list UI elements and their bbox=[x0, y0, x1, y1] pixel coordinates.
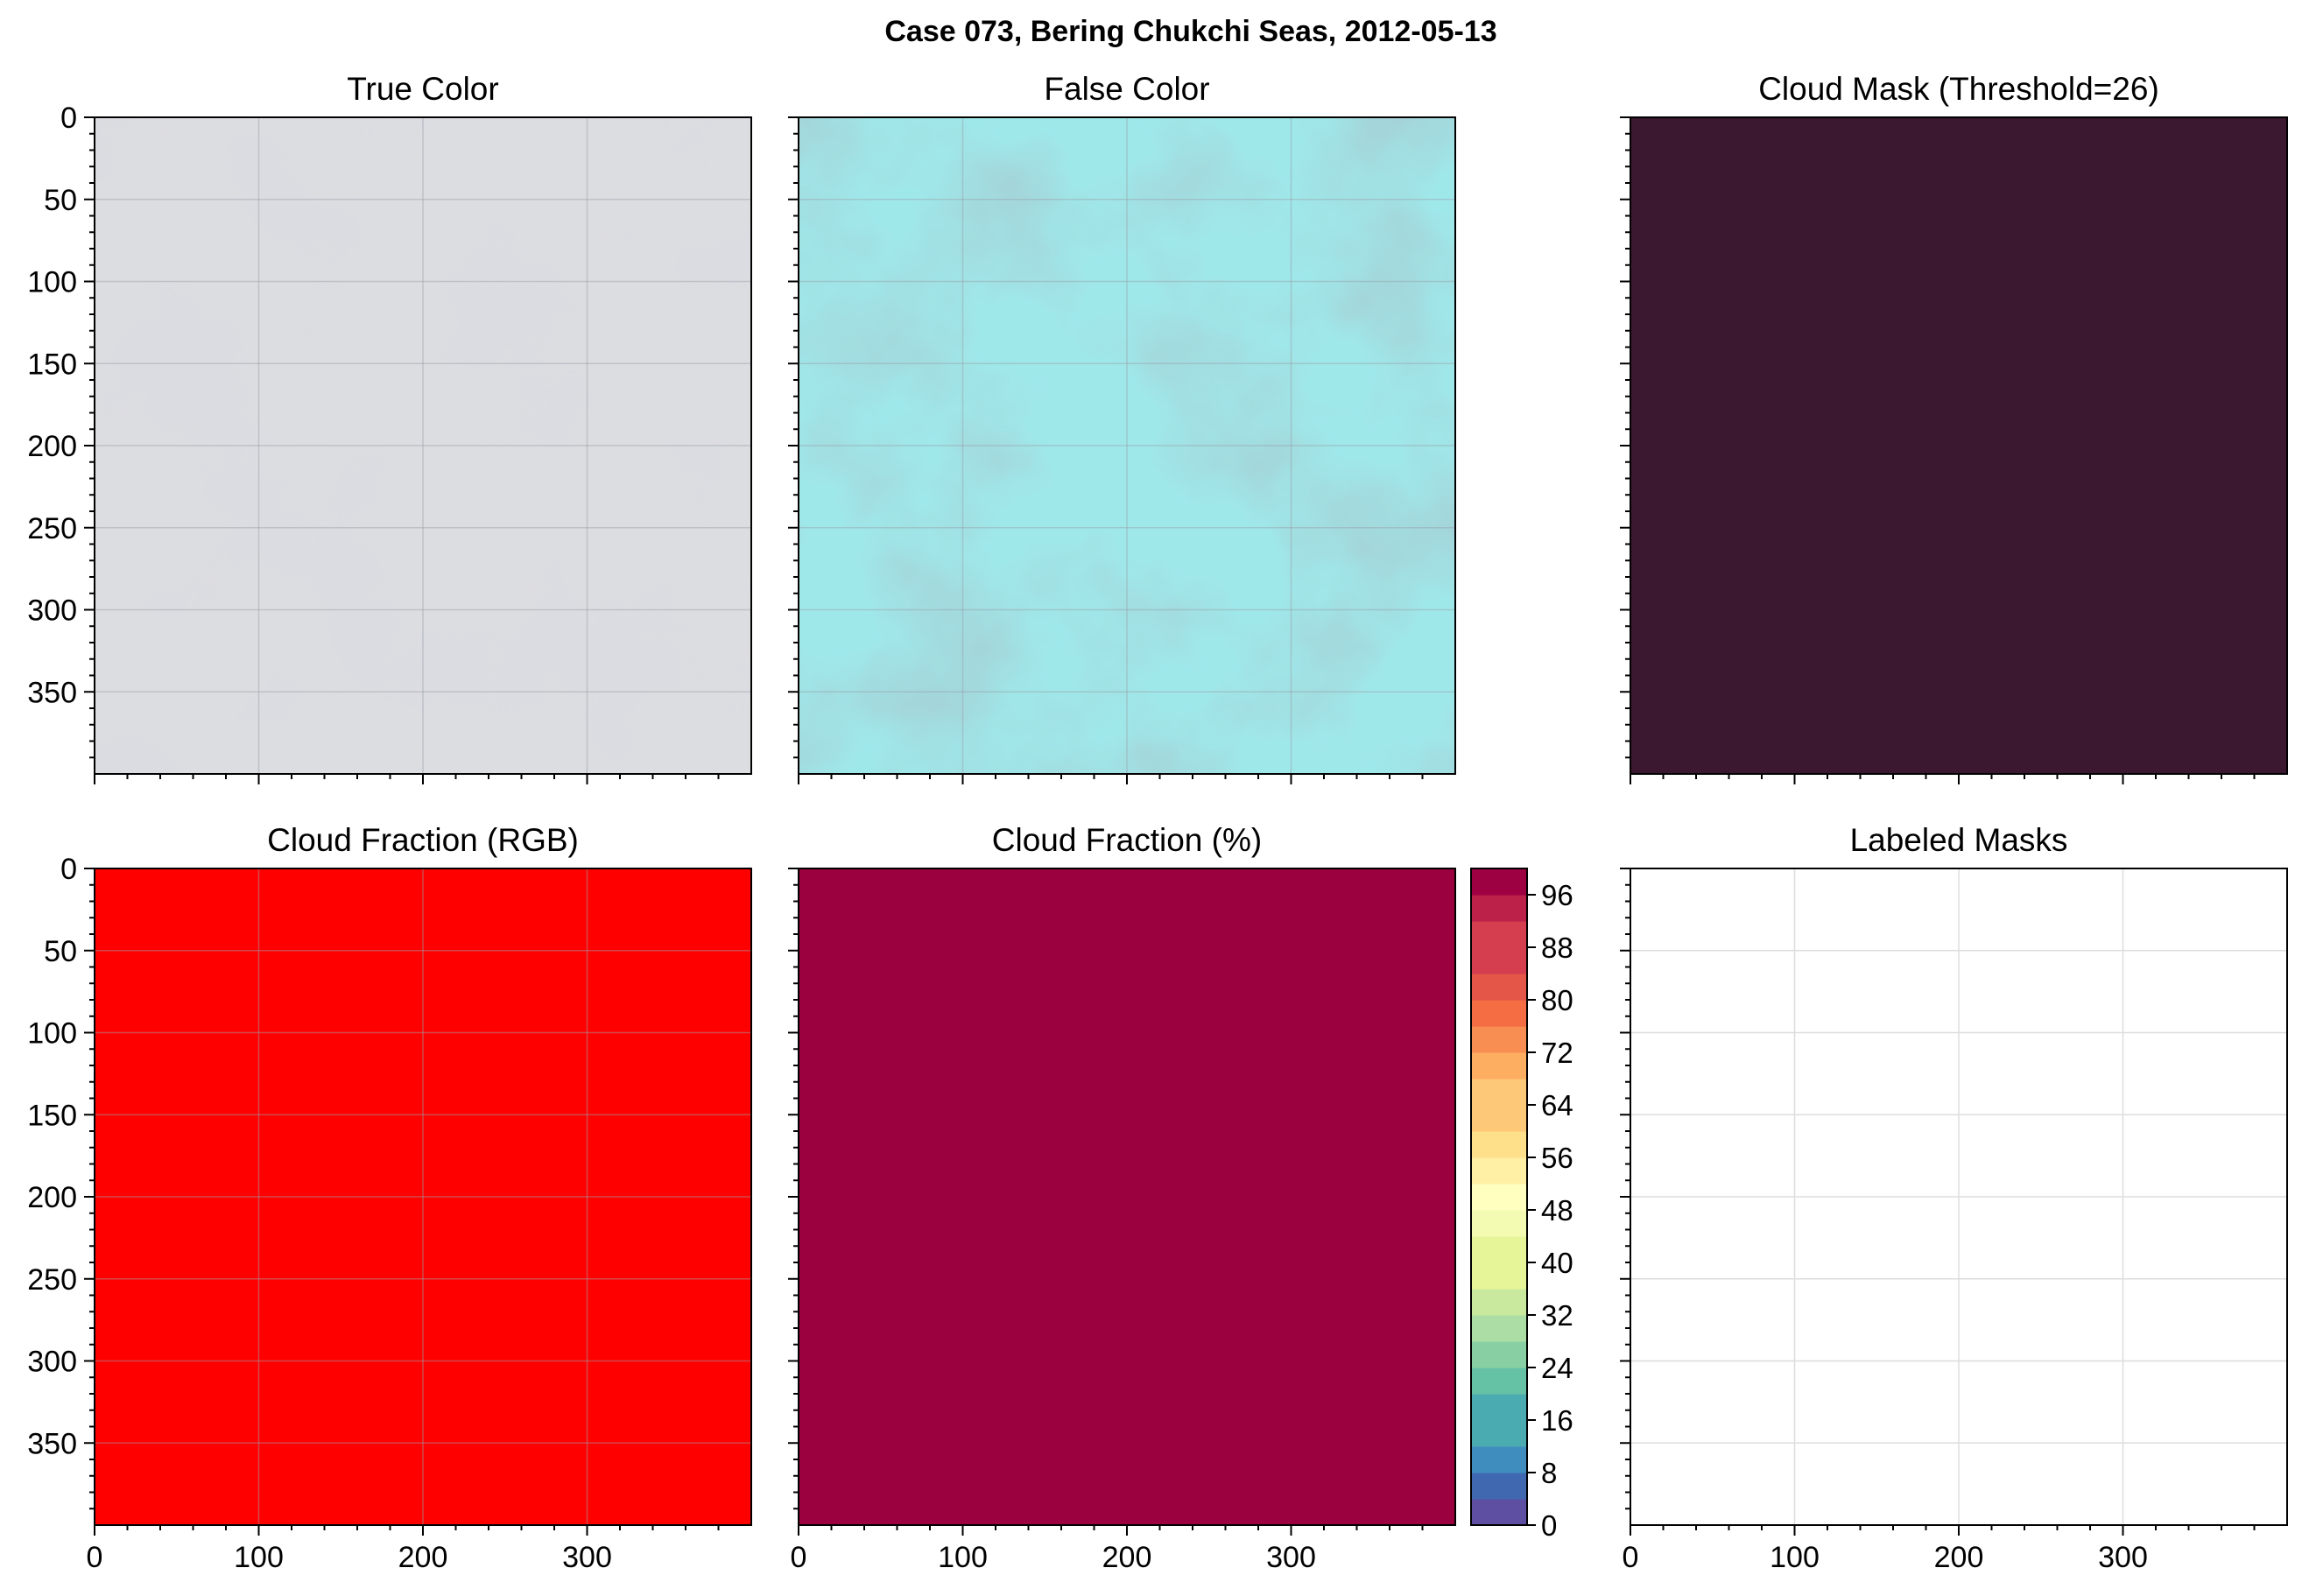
colorbar-band bbox=[1471, 1131, 1527, 1158]
colorbar-band bbox=[1471, 1052, 1527, 1079]
ytick-label: 100 bbox=[27, 1017, 77, 1051]
ytick-label: 0 bbox=[60, 102, 77, 135]
ytick-label: 0 bbox=[60, 853, 77, 886]
colorbar-band bbox=[1471, 1446, 1527, 1473]
subplot-title: True Color bbox=[347, 71, 498, 107]
colorbar-band bbox=[1471, 1289, 1527, 1316]
subplot-title: Cloud Mask (Threshold=26) bbox=[1758, 71, 2159, 107]
subplot-1: True Color 0 50 100 150 200 250 300 350 bbox=[27, 71, 752, 784]
colorbar-band bbox=[1471, 1184, 1527, 1211]
colorbar-tick-label: 48 bbox=[1541, 1194, 1573, 1227]
xtick-label: 200 bbox=[1102, 1541, 1152, 1574]
subplot-title: Cloud Fraction (%) bbox=[992, 822, 1262, 858]
cloud-mask-image bbox=[1630, 117, 2287, 774]
xtick-label: 0 bbox=[791, 1541, 807, 1574]
subplot-title: Labeled Masks bbox=[1850, 822, 2068, 858]
colorbar-band bbox=[1471, 1420, 1527, 1447]
false-color-texture bbox=[799, 117, 1455, 774]
ytick-label: 300 bbox=[27, 1346, 77, 1379]
colorbar-band bbox=[1471, 1105, 1527, 1132]
colorbar-tick-label: 72 bbox=[1541, 1037, 1573, 1069]
colorbar-band bbox=[1471, 1473, 1527, 1500]
colorbar-tick-label: 80 bbox=[1541, 984, 1573, 1016]
subplot-title: Cloud Fraction (RGB) bbox=[267, 822, 579, 858]
subplot-5: Cloud Fraction (%) 0 100 200 300 0 8 16 24 32 40 48… bbox=[788, 822, 1573, 1574]
colorbar-band bbox=[1471, 1026, 1527, 1053]
xtick-label: 0 bbox=[87, 1541, 103, 1574]
colorbar: 0 8 16 24 32 40 48 56 64 72 80 88 96 bbox=[1470, 868, 1573, 1542]
subplot-title: False Color bbox=[1044, 71, 1209, 107]
xtick-label: 300 bbox=[1266, 1541, 1316, 1574]
xtick-label: 100 bbox=[938, 1541, 988, 1574]
ytick-label: 300 bbox=[27, 594, 77, 628]
xtick-label: 100 bbox=[1770, 1541, 1820, 1574]
colorbar-tick-label: 96 bbox=[1541, 879, 1573, 911]
figure-title: Case 073, Bering Chukchi Seas, 2012-05-1… bbox=[884, 15, 1496, 48]
colorbar-band bbox=[1471, 1262, 1527, 1290]
ytick-label: 250 bbox=[27, 512, 77, 545]
subplot-3: Cloud Mask (Threshold=26) bbox=[1620, 71, 2288, 784]
colorbar-tick-label: 0 bbox=[1541, 1509, 1557, 1542]
colorbar-band bbox=[1471, 1000, 1527, 1027]
colorbar-tick-label: 88 bbox=[1541, 932, 1573, 964]
ytick-label: 150 bbox=[27, 348, 77, 381]
xtick-label: 200 bbox=[398, 1541, 448, 1574]
colorbar-tick-label: 16 bbox=[1541, 1404, 1573, 1437]
ytick-label: 350 bbox=[27, 676, 77, 709]
colorbar-band bbox=[1471, 947, 1527, 974]
ytick-label: 100 bbox=[27, 266, 77, 299]
colorbar-band bbox=[1471, 1210, 1527, 1237]
colorbar-tick-label: 64 bbox=[1541, 1089, 1573, 1121]
colorbar-band bbox=[1471, 1367, 1527, 1395]
xtick-label: 0 bbox=[1623, 1541, 1639, 1574]
colorbar-band bbox=[1471, 1079, 1527, 1106]
colorbar-band bbox=[1471, 921, 1527, 948]
ytick-label: 250 bbox=[27, 1263, 77, 1297]
colorbar-band bbox=[1471, 1157, 1527, 1185]
ytick-label: 150 bbox=[27, 1099, 77, 1132]
colorbar-band bbox=[1471, 1394, 1527, 1421]
ytick-label: 350 bbox=[27, 1427, 77, 1460]
subplot-6: Labeled Masks 0 100 200 300 bbox=[1620, 822, 2288, 1574]
colorbar-band bbox=[1471, 1315, 1527, 1342]
subplot-grid: True Color 0 50 100 150 200 250 300 350 False Col… bbox=[27, 71, 2288, 1574]
cloud-fraction-pct-image bbox=[799, 868, 1455, 1525]
colorbar-tick-label: 8 bbox=[1541, 1457, 1557, 1489]
xtick-label: 100 bbox=[234, 1541, 284, 1574]
colorbar-band bbox=[1471, 1236, 1527, 1263]
subplot-2: False Color bbox=[788, 71, 1456, 784]
xtick-label: 300 bbox=[2098, 1541, 2148, 1574]
colorbar-tick-label: 24 bbox=[1541, 1352, 1573, 1384]
colorbar-band bbox=[1471, 974, 1527, 1001]
colorbar-tick-label: 56 bbox=[1541, 1142, 1573, 1174]
colorbar-band bbox=[1471, 895, 1527, 922]
ytick-label: 50 bbox=[44, 935, 77, 968]
true-color-texture bbox=[95, 117, 751, 774]
xtick-label: 200 bbox=[1934, 1541, 1984, 1574]
xtick-label: 300 bbox=[562, 1541, 612, 1574]
cloud-fraction-rgb-image bbox=[95, 868, 751, 1525]
ytick-label: 50 bbox=[44, 184, 77, 217]
colorbar-band bbox=[1471, 868, 1527, 896]
colorbar-tick-label: 32 bbox=[1541, 1299, 1573, 1332]
colorbar-band bbox=[1471, 1341, 1527, 1368]
ytick-label: 200 bbox=[27, 1181, 77, 1214]
subplot-4: Cloud Fraction (RGB) 0 50 100 150 200 250 300 35… bbox=[27, 822, 752, 1574]
ytick-label: 200 bbox=[27, 430, 77, 463]
colorbar-band bbox=[1471, 1499, 1527, 1526]
colorbar-tick-label: 40 bbox=[1541, 1247, 1573, 1279]
colorbar-frame bbox=[1470, 868, 1528, 1526]
